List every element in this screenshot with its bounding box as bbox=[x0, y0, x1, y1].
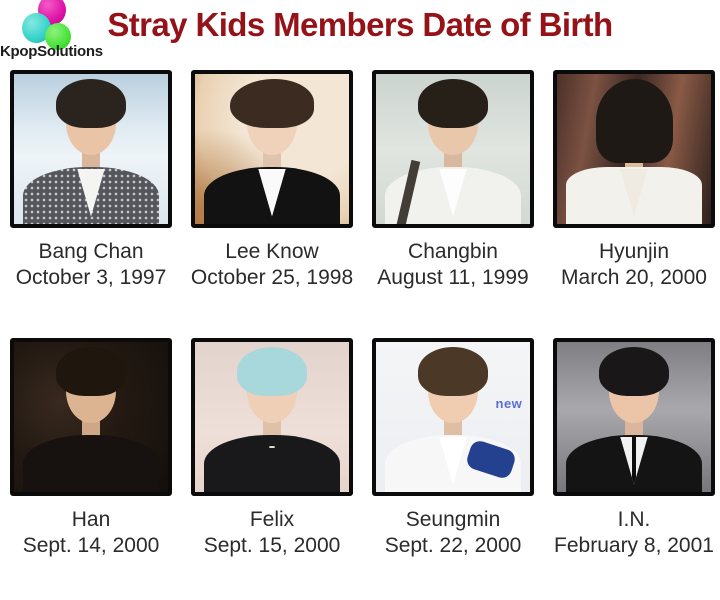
hair-shape bbox=[55, 346, 127, 396]
member-card-lee-know: Lee Know October 25, 1998 bbox=[191, 70, 353, 289]
torso-shape bbox=[204, 435, 340, 492]
member-dob: February 8, 2001 bbox=[554, 534, 714, 558]
member-name: Lee Know bbox=[225, 240, 319, 263]
member-caption: Han Sept. 14, 2000 bbox=[1, 508, 181, 558]
member-dob: Sept. 15, 2000 bbox=[203, 534, 341, 558]
hair-shape bbox=[55, 78, 127, 128]
member-caption: Hyunjin March 20, 2000 bbox=[544, 240, 720, 290]
member-card-bang-chan: Bang Chan October 3, 1997 bbox=[10, 70, 172, 289]
member-dob: Sept. 14, 2000 bbox=[22, 534, 160, 558]
member-caption: I.N. February 8, 2001 bbox=[544, 508, 720, 558]
member-dob: October 25, 1998 bbox=[190, 266, 354, 290]
member-photo bbox=[372, 70, 534, 228]
member-name: I.N. bbox=[617, 508, 651, 531]
member-name: Hyunjin bbox=[598, 240, 670, 263]
member-caption: Seungmin Sept. 22, 2000 bbox=[363, 508, 543, 558]
member-caption: Felix Sept. 15, 2000 bbox=[182, 508, 362, 558]
hair-shape bbox=[417, 346, 489, 396]
hair-shape bbox=[236, 346, 308, 396]
hair-shape bbox=[595, 78, 673, 163]
hair-shape bbox=[230, 78, 314, 128]
member-name: Han bbox=[71, 508, 111, 531]
torso-shape bbox=[23, 435, 159, 492]
member-photo bbox=[553, 338, 715, 496]
member-dob: August 11, 1999 bbox=[377, 266, 529, 290]
members-row-1: Bang Chan October 3, 1997 Lee Know Octob… bbox=[10, 70, 715, 289]
member-dob: Sept. 22, 2000 bbox=[384, 534, 522, 558]
member-name: Felix bbox=[249, 508, 295, 531]
member-card-han: Han Sept. 14, 2000 bbox=[10, 338, 172, 557]
member-card-hyunjin: Hyunjin March 20, 2000 bbox=[553, 70, 715, 289]
member-dob: October 3, 1997 bbox=[15, 266, 167, 290]
member-name: Seungmin bbox=[405, 508, 501, 531]
member-photo bbox=[10, 338, 172, 496]
member-photo bbox=[191, 70, 353, 228]
member-photo: new bbox=[372, 338, 534, 496]
member-photo bbox=[553, 70, 715, 228]
member-dob: March 20, 2000 bbox=[561, 266, 707, 290]
member-card-changbin: Changbin August 11, 1999 bbox=[372, 70, 534, 289]
member-caption: Bang Chan October 3, 1997 bbox=[1, 240, 181, 290]
members-row-2: Han Sept. 14, 2000 Felix Sept. 15, 2000 … bbox=[10, 338, 715, 557]
hair-shape bbox=[598, 346, 670, 396]
member-caption: Lee Know October 25, 1998 bbox=[182, 240, 362, 290]
brand-name: KpopSolutions bbox=[0, 43, 103, 60]
balloon-green-icon bbox=[45, 23, 71, 50]
photo-background-text: new bbox=[495, 396, 523, 411]
member-caption: Changbin August 11, 1999 bbox=[363, 240, 543, 290]
member-card-in: I.N. February 8, 2001 bbox=[553, 338, 715, 557]
member-photo bbox=[10, 70, 172, 228]
hair-shape bbox=[417, 78, 489, 128]
member-name: Changbin bbox=[408, 240, 498, 263]
member-photo bbox=[191, 338, 353, 496]
brand-logo: KpopSolutions bbox=[0, 0, 112, 64]
member-name: Bang Chan bbox=[38, 240, 144, 263]
member-card-felix: Felix Sept. 15, 2000 bbox=[191, 338, 353, 557]
member-card-seungmin: new Seungmin Sept. 22, 2000 bbox=[372, 338, 534, 557]
page-title: Stray Kids Members Date of Birth bbox=[107, 6, 613, 43]
